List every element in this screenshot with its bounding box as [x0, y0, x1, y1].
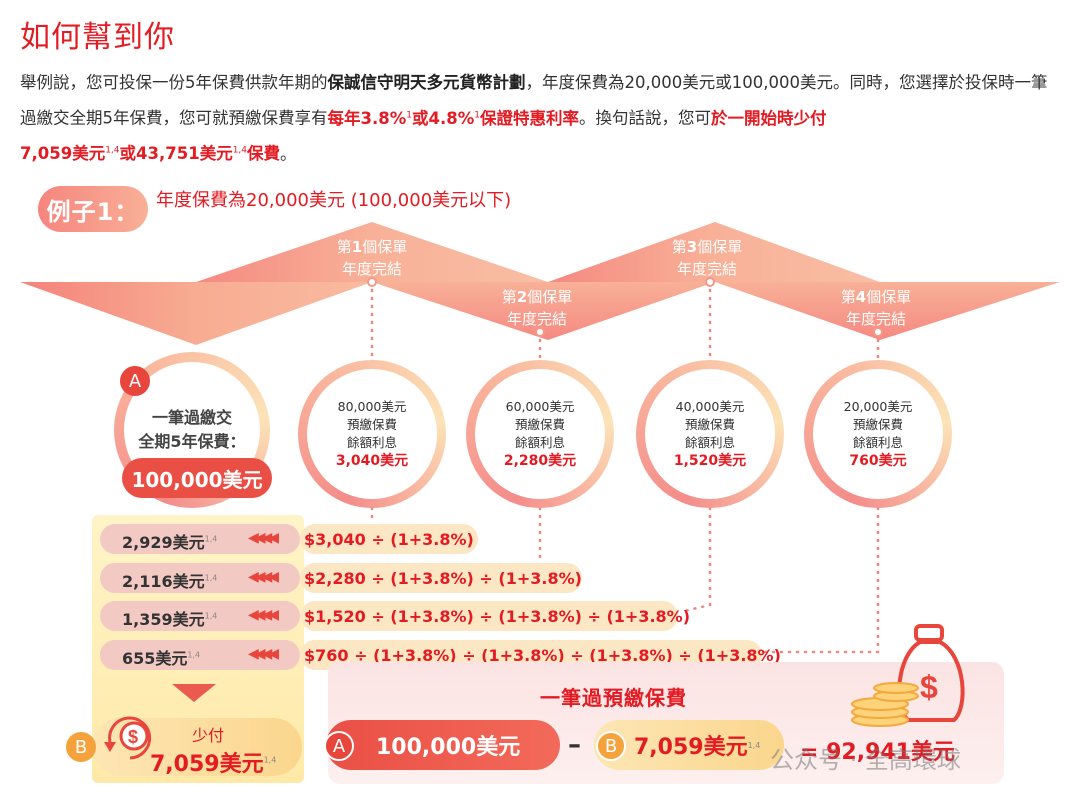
ribbon-band-1	[196, 222, 548, 282]
svg-text:$: $	[920, 669, 938, 705]
ribbon-band-4	[715, 282, 1060, 340]
badge-a-bottom: A	[324, 731, 354, 761]
formula: $1,520 ÷ (1+3.8%) ÷ (1+3.8%) ÷ (1+3.8%)	[300, 601, 690, 631]
interest-value: 2,280美元	[503, 453, 577, 469]
down-arrow-icon	[172, 684, 216, 702]
arrows-icon: ◀◀◀◀	[248, 646, 279, 662]
table-row	[100, 601, 300, 631]
equation-b-pill: 7,059美元 1,4	[594, 720, 784, 770]
intro-text: ，年度保費為20,000美元或100,000美元。同時，您選擇於投保時一筆過繳交…	[20, 73, 1048, 128]
badge-b: B	[66, 732, 96, 762]
example-pill: 例子1：	[38, 186, 148, 232]
interest-value: 3,040美元	[335, 453, 409, 469]
svg-text:$: $	[128, 727, 138, 747]
row-value: 1,359美元1,4	[122, 610, 218, 629]
refund-dollar-icon: $	[104, 716, 152, 760]
rate-1: 每年3.8%1或4.8%1保證特惠利率	[327, 108, 580, 128]
interest-circle-3: 40,000美元 預繳保費 餘額利息 1,520美元	[636, 360, 784, 508]
interest-value: 760美元	[849, 453, 907, 469]
ribbon-band-2	[372, 282, 715, 340]
table-row	[100, 640, 300, 670]
minus-sign: –	[568, 730, 581, 760]
row-value: 655美元1,4	[122, 649, 201, 668]
equation-a-pill: 100,000美元	[326, 720, 560, 770]
arrows-icon: ◀◀◀◀	[248, 569, 279, 585]
stage-label-2: 第2個保單 年度完結	[501, 288, 573, 328]
example-description: 年度保費為20,000美元 (100,000美元以下)	[156, 190, 512, 211]
badge-a: A	[120, 366, 150, 396]
formula: $2,280 ÷ (1+3.8%) ÷ (1+3.8%)	[300, 563, 582, 593]
interest-circle-2: 60,000美元 預繳保費 餘額利息 2,280美元	[466, 360, 614, 508]
prepay-title: 一筆過預繳保費	[540, 686, 687, 710]
formula: $3,040 ÷ (1+3.8%)	[300, 524, 478, 554]
stage-label-1: 第1個保單 年度完結	[336, 238, 408, 278]
intro-text: 。換句話說，您可	[579, 108, 711, 128]
interest-circle-4: 20,000美元 預繳保費 餘額利息 760美元	[804, 360, 952, 508]
pay-less-amount: 7,059美元1,4	[150, 752, 277, 777]
money-bag-icon: $	[851, 624, 965, 727]
circle-a-line2: 全期5年保費：	[138, 432, 246, 451]
plan-name: 保誠信守明天多元貨幣計劃	[327, 73, 526, 92]
interest-circle-1: 80,000美元 預繳保費 餘額利息 3,040美元	[298, 360, 446, 508]
coin-stack-icon	[851, 682, 919, 727]
stage-label-4: 第4個保單 年度完結	[840, 288, 912, 328]
arrows-icon: ◀◀◀◀	[248, 530, 279, 546]
badge-b-bottom: B	[596, 731, 626, 761]
watermark: 公众号 · 全高環球	[770, 746, 961, 774]
ribbon-band-3	[548, 222, 880, 282]
pay-less-label: 少付	[192, 726, 225, 745]
lump-sum-amount: 100,000美元	[122, 458, 272, 498]
interest-value: 1,520美元	[673, 453, 747, 469]
table-row	[100, 524, 300, 554]
saving-text: 於一開始時少付 7,059美元1,4或43,751美元1,4保費	[20, 108, 827, 164]
intro-text: 。	[280, 144, 297, 163]
row-value: 2,929美元1,4	[122, 533, 218, 552]
row-value: 2,116美元1,4	[122, 572, 218, 591]
page-title: 如何幫到你	[20, 20, 175, 55]
intro-paragraph: 舉例說，您可投保一份5年保費供款年期的保誠信守明天多元貨幣計劃，年度保費為20,…	[20, 66, 1060, 170]
circle-a-line1: 一筆過繳交	[151, 408, 232, 427]
intro-text: 舉例說，您可投保一份5年保費供款年期的	[20, 73, 328, 92]
arrows-icon: ◀◀◀◀	[248, 607, 279, 623]
table-row	[100, 563, 300, 593]
ribbon-funnel	[20, 282, 372, 345]
stage-label-3: 第3個保單 年度完結	[671, 238, 743, 278]
equation-result: = 92,941美元	[800, 740, 955, 765]
